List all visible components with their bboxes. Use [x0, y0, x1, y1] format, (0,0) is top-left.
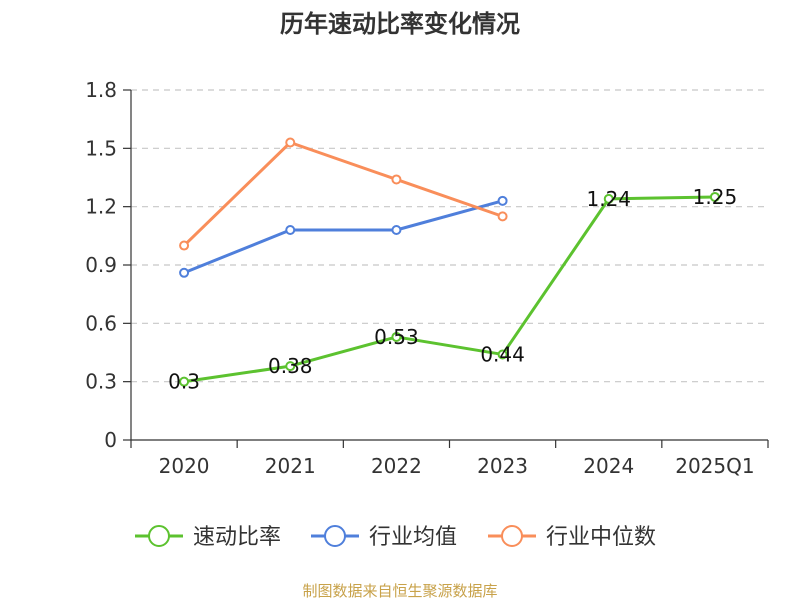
axes: 0 0.3 0.6 0.9 1.2 1.5 1.8 2020 2021 2022 2023 2024 2…: [85, 78, 769, 478]
x-tick-label: 2020: [159, 454, 210, 478]
y-tick-label: 0: [104, 428, 117, 452]
y-tick-label: 1.5: [85, 136, 117, 160]
y-tick-label: 1.2: [85, 195, 117, 219]
x-tick-label: 2021: [265, 454, 316, 478]
data-labels: 0.3 0.38 0.53 0.44 1.24 1.25: [168, 185, 737, 394]
source-caption: 制图数据来自恒生聚源数据库: [302, 582, 497, 600]
y-tick-label: 0.9: [85, 253, 117, 277]
data-point: [391, 225, 402, 235]
series-line-2: [183, 141, 504, 247]
x-tick-label: 2023: [477, 454, 528, 478]
data-label: 0.44: [480, 342, 525, 366]
legend-marker: [324, 525, 346, 547]
data-point: [497, 211, 508, 222]
data-point: [391, 331, 402, 342]
data-label: 1.25: [693, 185, 738, 209]
data-point: [179, 376, 190, 387]
series-line-0: [183, 195, 715, 384]
data-point: [285, 137, 296, 148]
legend-label: 速动比率: [193, 525, 281, 550]
y-tick-label: 0.3: [85, 370, 117, 394]
legend-label: 行业中位数: [546, 525, 656, 550]
series-layer: [179, 137, 720, 387]
data-label: 0.3: [168, 370, 200, 394]
data-point: [391, 174, 402, 185]
x-tick-label: 2022: [371, 454, 422, 478]
legend-item[interactable]: 行业均值: [311, 525, 457, 550]
data-point: [179, 267, 190, 278]
data-point: [179, 240, 190, 251]
legend-item[interactable]: 行业中位数: [488, 525, 656, 550]
legend-label: 行业均值: [369, 525, 457, 550]
y-tick-label: 0.6: [85, 311, 117, 335]
legend[interactable]: 速动比率 行业均值 行业中位数: [135, 525, 656, 550]
data-label: 0.38: [268, 354, 313, 378]
legend-item[interactable]: 速动比率: [135, 525, 281, 550]
data-label: 1.24: [586, 187, 631, 211]
x-tick-label: 2025Q1: [675, 454, 754, 478]
legend-marker: [501, 525, 523, 547]
y-tick-label: 1.8: [85, 78, 117, 102]
data-point: [497, 195, 508, 206]
data-point: [285, 225, 296, 235]
data-point: [285, 361, 296, 372]
series-line-1: [183, 199, 503, 275]
chart-title: 历年速动比率变化情况: [280, 10, 520, 38]
data-label: 0.53: [374, 325, 419, 349]
legend-marker: [148, 525, 170, 547]
gridlines: [131, 89, 768, 383]
data-point: [497, 349, 508, 360]
data-point: [709, 191, 720, 202]
x-tick-label: 2024: [583, 454, 634, 478]
data-point: [603, 193, 614, 204]
